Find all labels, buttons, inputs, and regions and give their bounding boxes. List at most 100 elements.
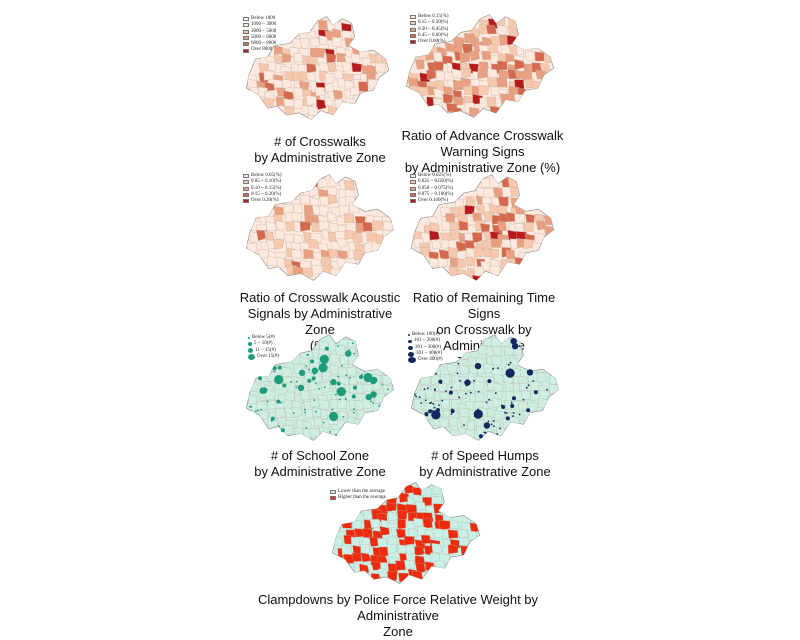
zone-count-dot	[307, 378, 312, 383]
district-cell	[496, 77, 508, 88]
district-cell	[412, 571, 423, 581]
zone-count-dot	[423, 388, 426, 390]
district-cell	[535, 69, 546, 80]
district-cell	[379, 526, 390, 536]
district-cell	[421, 486, 433, 497]
legend-item: Over 400(#)	[408, 357, 443, 364]
district-cell	[492, 345, 503, 356]
district-cell	[486, 96, 497, 107]
legend-item: Over 15(#)	[248, 354, 279, 361]
zone-count-dot	[318, 363, 328, 373]
zone-count-dot	[313, 399, 316, 402]
district-cell	[437, 381, 448, 393]
district-cell	[505, 249, 515, 260]
district-cell	[375, 62, 386, 73]
zone-count-dot	[428, 409, 433, 414]
district-cell	[433, 61, 444, 71]
district-cell	[378, 568, 389, 578]
zone-count-dot	[258, 376, 263, 381]
zone-count-dot	[497, 367, 499, 369]
legend-item: 101 ~ 200(#)	[408, 338, 443, 344]
zone-count-dot	[372, 402, 374, 404]
zone-count-dot	[348, 349, 350, 351]
zone-count-dot	[274, 375, 284, 385]
district-cell	[306, 72, 316, 83]
zone-count-dot	[429, 402, 431, 404]
zone-count-dot	[459, 379, 462, 382]
zone-count-dot	[280, 401, 282, 404]
zone-count-dot	[249, 405, 251, 408]
district-cell	[338, 354, 349, 365]
zone-count-dot	[353, 385, 357, 390]
zone-count-dot	[329, 411, 339, 422]
zone-count-dot	[487, 420, 490, 423]
district-cell	[534, 51, 545, 62]
district-cell	[383, 220, 394, 231]
district-cell	[377, 538, 388, 548]
district-cell	[326, 53, 337, 63]
zone-count-dot	[504, 411, 506, 414]
district-cell	[291, 249, 302, 261]
district-cell	[469, 50, 480, 62]
legend-item: 0.10 ~ 0.15(%)	[243, 186, 282, 192]
district-cell	[246, 79, 258, 90]
district-cell	[538, 390, 550, 402]
zone-count-dot	[278, 425, 280, 427]
zone-count-dot	[457, 362, 460, 365]
zone-count-dot	[435, 372, 437, 375]
zone-count-dot	[290, 381, 292, 383]
district-cell	[483, 363, 494, 374]
district-cell	[477, 68, 488, 79]
district-cell	[336, 238, 348, 248]
district-cell	[428, 257, 439, 268]
district-cell	[264, 389, 276, 401]
district-cell	[413, 399, 425, 410]
district-cell	[510, 197, 521, 209]
district-cell	[431, 543, 442, 554]
district-cell	[464, 429, 475, 439]
school-zone-caption: # of School Zone by Administrative Zone	[254, 448, 386, 479]
district-cell	[362, 528, 373, 538]
district-cell	[317, 178, 329, 189]
legend-item: 301 ~ 400(#)	[408, 351, 443, 357]
district-cell	[352, 233, 363, 244]
district-cell	[414, 555, 426, 565]
zone-count-dot	[295, 386, 298, 388]
zone-count-dot	[433, 406, 436, 409]
district-cell	[404, 560, 415, 570]
district-cell	[465, 196, 476, 207]
district-cell	[333, 89, 343, 100]
district-cell	[446, 363, 457, 375]
zone-count-dot	[266, 400, 269, 403]
zone-count-dot	[260, 408, 263, 411]
zone-count-dot	[365, 393, 372, 401]
district-cell	[425, 561, 435, 571]
district-cell	[422, 517, 433, 529]
district-cell	[449, 429, 461, 440]
district-cell	[503, 346, 515, 356]
zone-count-dot	[344, 398, 347, 400]
district-cell	[491, 355, 502, 367]
district-cell	[275, 407, 286, 419]
zone-count-dot	[280, 428, 285, 433]
zone-count-dot	[509, 361, 512, 364]
zone-count-dot	[501, 405, 506, 409]
zone-count-dot	[337, 345, 339, 347]
district-cell	[330, 268, 340, 278]
zone-count-dot	[420, 402, 423, 404]
zone-count-dot	[488, 398, 491, 401]
district-cell	[432, 97, 443, 108]
zone-count-dot	[414, 393, 416, 396]
district-cell	[465, 256, 476, 267]
district-cell	[311, 222, 322, 233]
district-cell	[396, 510, 408, 521]
district-cell	[498, 69, 510, 80]
zone-count-dot	[338, 398, 341, 401]
zone-count-dot	[297, 384, 305, 392]
legend-item: 0.30 ~ 0.45(%)	[410, 27, 449, 33]
crosswalks-legend: Below 1000 1000 ~ 3000 3000 ~ 5000 5000 …	[243, 16, 276, 54]
zone-count-dot	[477, 390, 480, 393]
zone-count-dot	[527, 384, 530, 387]
district-cell	[536, 372, 547, 384]
district-cell	[379, 53, 389, 63]
